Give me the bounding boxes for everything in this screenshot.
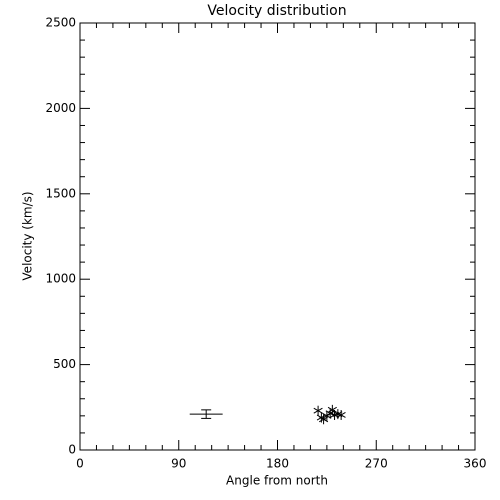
x-tick-label: 90 (171, 457, 186, 471)
x-tick-label: 360 (464, 457, 487, 471)
x-tick-label: 0 (76, 457, 84, 471)
asterisk-stroke (325, 410, 335, 417)
y-axis-label: Velocity (km/s) (21, 191, 35, 280)
y-tick-label: 1000 (45, 272, 76, 286)
plot-frame (79, 22, 476, 451)
y-tick-label: 1500 (45, 186, 76, 200)
y-tick-label: 0 (68, 443, 76, 457)
asterisk-stroke (313, 407, 323, 414)
asterisk-stroke (336, 412, 346, 418)
asterisk-point (313, 405, 323, 416)
asterisk-stroke (319, 416, 329, 423)
y-tick-label: 2000 (45, 101, 76, 115)
x-tick-label: 180 (266, 457, 289, 471)
x-tick-label: 270 (365, 457, 388, 471)
x-axis-label: Angle from north (226, 474, 328, 488)
asterisk-point (325, 408, 335, 419)
asterisk-point (336, 409, 346, 420)
y-tick-label: 500 (53, 357, 76, 371)
chart-title: Velocity distribution (207, 3, 346, 19)
asterisk-stroke (327, 406, 337, 413)
y-tick-label: 2500 (45, 16, 76, 30)
